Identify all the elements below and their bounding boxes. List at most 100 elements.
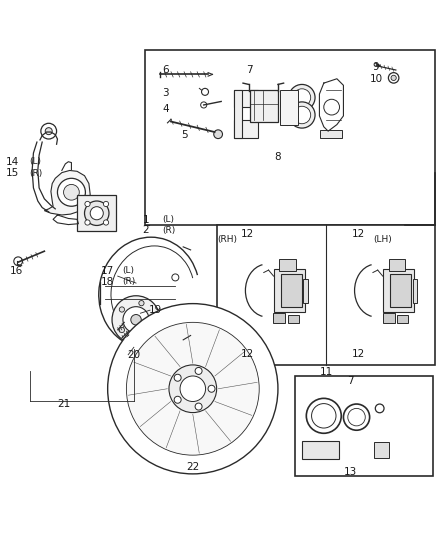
Text: 13: 13 xyxy=(343,467,357,477)
Bar xyxy=(280,90,297,125)
Circle shape xyxy=(348,408,365,426)
Circle shape xyxy=(85,220,90,225)
Text: (L): (L) xyxy=(122,266,134,276)
Circle shape xyxy=(214,130,223,139)
Circle shape xyxy=(57,179,85,206)
Polygon shape xyxy=(44,171,90,215)
Text: (LH): (LH) xyxy=(373,235,392,244)
Text: 9: 9 xyxy=(373,61,379,71)
Circle shape xyxy=(14,257,22,265)
Circle shape xyxy=(311,403,336,428)
Circle shape xyxy=(293,89,311,106)
Text: 12: 12 xyxy=(241,229,254,239)
Bar xyxy=(304,279,308,303)
Circle shape xyxy=(174,396,181,403)
Text: 6: 6 xyxy=(162,65,169,75)
Circle shape xyxy=(324,99,339,115)
Text: 5: 5 xyxy=(181,130,187,140)
Text: 11: 11 xyxy=(319,367,332,377)
Circle shape xyxy=(169,365,217,413)
Bar xyxy=(234,90,242,138)
Circle shape xyxy=(201,102,207,108)
Text: 2: 2 xyxy=(142,225,149,235)
Circle shape xyxy=(85,201,90,207)
Bar xyxy=(279,259,296,271)
Bar xyxy=(273,313,286,323)
Text: 4: 4 xyxy=(162,104,169,114)
Text: 16: 16 xyxy=(11,266,24,276)
Circle shape xyxy=(289,102,315,128)
Circle shape xyxy=(172,309,179,316)
Text: 10: 10 xyxy=(370,74,383,84)
Text: 8: 8 xyxy=(275,152,281,163)
Bar xyxy=(397,314,408,323)
Circle shape xyxy=(139,301,144,306)
Circle shape xyxy=(174,374,181,381)
Circle shape xyxy=(90,207,103,220)
Text: 12: 12 xyxy=(352,229,365,239)
Circle shape xyxy=(41,123,57,139)
Circle shape xyxy=(289,84,315,111)
Circle shape xyxy=(45,128,52,135)
Text: 12: 12 xyxy=(241,349,254,359)
Circle shape xyxy=(119,327,124,333)
Bar xyxy=(302,441,339,458)
Text: 7: 7 xyxy=(346,376,353,386)
Circle shape xyxy=(127,322,259,455)
Text: 21: 21 xyxy=(57,399,71,409)
Text: 7: 7 xyxy=(246,65,253,75)
Circle shape xyxy=(391,75,396,80)
Circle shape xyxy=(293,106,311,124)
Text: 12: 12 xyxy=(352,349,365,359)
Text: 18: 18 xyxy=(101,277,114,287)
Text: (R): (R) xyxy=(29,168,42,177)
Bar xyxy=(383,269,414,312)
Circle shape xyxy=(195,367,202,374)
Text: 22: 22 xyxy=(186,462,199,472)
Bar xyxy=(295,376,433,476)
Text: 15: 15 xyxy=(6,168,19,178)
Bar xyxy=(217,225,435,365)
Circle shape xyxy=(389,72,399,83)
Circle shape xyxy=(151,317,156,322)
Bar xyxy=(374,442,389,458)
Bar xyxy=(77,195,117,231)
Circle shape xyxy=(172,274,179,281)
Text: 14: 14 xyxy=(6,157,19,167)
Circle shape xyxy=(103,201,109,207)
Circle shape xyxy=(343,404,370,430)
Circle shape xyxy=(103,220,109,225)
Text: 20: 20 xyxy=(127,350,141,360)
Text: 1: 1 xyxy=(142,215,149,225)
Circle shape xyxy=(208,385,215,392)
Bar xyxy=(389,259,405,271)
Bar xyxy=(382,313,395,323)
Text: 17: 17 xyxy=(101,266,114,276)
Bar xyxy=(274,269,305,312)
Text: (R): (R) xyxy=(122,277,135,286)
Circle shape xyxy=(112,296,160,344)
Circle shape xyxy=(281,111,294,125)
Bar xyxy=(288,314,299,323)
Circle shape xyxy=(139,334,144,339)
Bar xyxy=(390,274,411,308)
Text: 3: 3 xyxy=(162,88,169,98)
Circle shape xyxy=(64,184,79,200)
Circle shape xyxy=(281,98,294,111)
Text: (R): (R) xyxy=(162,226,176,235)
Bar xyxy=(234,90,258,107)
Circle shape xyxy=(306,398,341,433)
Circle shape xyxy=(131,314,141,325)
Text: (L): (L) xyxy=(162,215,174,224)
Bar xyxy=(250,90,278,123)
Bar xyxy=(145,51,435,225)
Circle shape xyxy=(108,304,278,474)
Bar xyxy=(281,274,302,308)
Circle shape xyxy=(180,376,205,401)
Text: (L): (L) xyxy=(29,157,41,166)
Circle shape xyxy=(119,307,124,312)
Circle shape xyxy=(195,403,202,410)
Text: 19: 19 xyxy=(149,305,162,315)
Bar xyxy=(413,279,417,303)
Text: (RH): (RH) xyxy=(218,235,238,244)
